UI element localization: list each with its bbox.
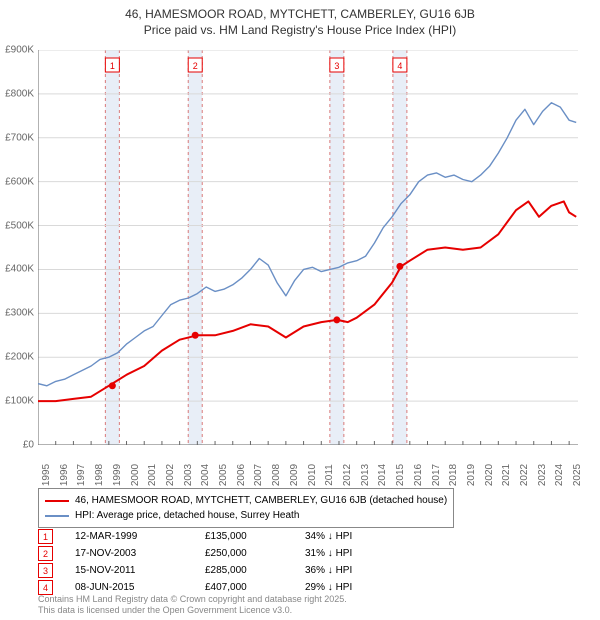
- x-tick-label: 2017: [431, 464, 442, 486]
- svg-text:1: 1: [110, 61, 115, 71]
- y-tick-label: £300K: [5, 308, 34, 319]
- sales-table-row: 3 15-NOV-2011£285,00036% ↓ HPI: [38, 562, 352, 579]
- sale-price: £250,000: [205, 548, 305, 559]
- x-tick-label: 1998: [94, 464, 105, 486]
- legend-label-2: HPI: Average price, detached house, Surr…: [75, 508, 299, 523]
- sale-price: £135,000: [205, 531, 305, 542]
- legend-swatch-1: [45, 500, 69, 502]
- sale-price: £407,000: [205, 582, 305, 593]
- x-tick-label: 2015: [395, 464, 406, 486]
- sale-marker-number: 3: [38, 563, 53, 578]
- x-tick-label: 2019: [466, 464, 477, 486]
- y-tick-label: £400K: [5, 264, 34, 275]
- legend-label-1: 46, HAMESMOOR ROAD, MYTCHETT, CAMBERLEY,…: [75, 493, 447, 508]
- x-tick-label: 2014: [377, 464, 388, 486]
- sales-table: 1 12-MAR-1999£135,00034% ↓ HPI 2 17-NOV-200…: [38, 528, 352, 596]
- svg-text:2: 2: [193, 61, 198, 71]
- x-tick-label: 1999: [112, 464, 123, 486]
- x-tick-label: 2000: [130, 464, 141, 486]
- sale-date: 08-JUN-2015: [75, 582, 205, 593]
- title-line-2: Price paid vs. HM Land Registry's House …: [0, 22, 600, 38]
- x-tick-label: 2018: [448, 464, 459, 486]
- y-tick-label: £800K: [5, 88, 34, 99]
- y-tick-label: £100K: [5, 396, 34, 407]
- x-tick-label: 2008: [271, 464, 282, 486]
- x-tick-label: 2023: [537, 464, 548, 486]
- x-tick-label: 2011: [324, 464, 335, 486]
- sales-table-row: 1 12-MAR-1999£135,00034% ↓ HPI: [38, 528, 352, 545]
- legend-box: 46, HAMESMOOR ROAD, MYTCHETT, CAMBERLEY,…: [38, 488, 454, 528]
- x-tick-label: 2007: [253, 464, 264, 486]
- x-tick-label: 2004: [200, 464, 211, 486]
- y-tick-label: £200K: [5, 352, 34, 363]
- legend-row-2: HPI: Average price, detached house, Surr…: [45, 508, 447, 523]
- chart-container: 46, HAMESMOOR ROAD, MYTCHETT, CAMBERLEY,…: [0, 0, 600, 620]
- y-tick-label: £700K: [5, 132, 34, 143]
- footer-line-1: Contains HM Land Registry data © Crown c…: [38, 594, 347, 606]
- x-tick-label: 1997: [76, 464, 87, 486]
- sale-marker-number: 1: [38, 529, 53, 544]
- x-tick-label: 2020: [484, 464, 495, 486]
- y-axis-labels: £0£100K£200K£300K£400K£500K£600K£700K£80…: [0, 50, 36, 445]
- y-tick-label: £0: [23, 440, 34, 451]
- svg-text:3: 3: [334, 61, 339, 71]
- x-tick-label: 1995: [41, 464, 52, 486]
- sale-date: 17-NOV-2003: [75, 548, 205, 559]
- chart-title: 46, HAMESMOOR ROAD, MYTCHETT, CAMBERLEY,…: [0, 0, 600, 38]
- y-tick-label: £600K: [5, 176, 34, 187]
- x-tick-label: 2012: [342, 464, 353, 486]
- chart-svg: 1 2 3 4: [38, 50, 578, 445]
- footer-line-2: This data is licensed under the Open Gov…: [38, 605, 347, 617]
- sale-hpi-diff: 29% ↓ HPI: [305, 582, 352, 593]
- x-tick-label: 2001: [147, 464, 158, 486]
- x-tick-label: 2021: [501, 464, 512, 486]
- x-tick-label: 2009: [289, 464, 300, 486]
- footer-attribution: Contains HM Land Registry data © Crown c…: [38, 594, 347, 617]
- svg-text:4: 4: [397, 61, 402, 71]
- x-tick-label: 2003: [183, 464, 194, 486]
- sale-date: 12-MAR-1999: [75, 531, 205, 542]
- sales-table-row: 2 17-NOV-2003£250,00031% ↓ HPI: [38, 545, 352, 562]
- y-tick-label: £900K: [5, 45, 34, 56]
- chart-plot-area: 1 2 3 4: [38, 50, 578, 445]
- x-tick-label: 2025: [572, 464, 583, 486]
- legend-row-1: 46, HAMESMOOR ROAD, MYTCHETT, CAMBERLEY,…: [45, 493, 447, 508]
- x-tick-label: 2024: [554, 464, 565, 486]
- x-tick-label: 2022: [519, 464, 530, 486]
- legend-swatch-2: [45, 515, 69, 517]
- title-line-1: 46, HAMESMOOR ROAD, MYTCHETT, CAMBERLEY,…: [0, 6, 600, 22]
- x-tick-label: 2002: [165, 464, 176, 486]
- x-tick-label: 2010: [307, 464, 318, 486]
- sale-hpi-diff: 34% ↓ HPI: [305, 531, 352, 542]
- y-tick-label: £500K: [5, 220, 34, 231]
- x-tick-label: 2013: [360, 464, 371, 486]
- x-tick-label: 1996: [59, 464, 70, 486]
- sale-price: £285,000: [205, 565, 305, 576]
- sale-marker-number: 2: [38, 546, 53, 561]
- x-tick-label: 2016: [413, 464, 424, 486]
- sale-hpi-diff: 36% ↓ HPI: [305, 565, 352, 576]
- sale-hpi-diff: 31% ↓ HPI: [305, 548, 352, 559]
- x-tick-label: 2006: [236, 464, 247, 486]
- sale-date: 15-NOV-2011: [75, 565, 205, 576]
- x-tick-label: 2005: [218, 464, 229, 486]
- x-axis-labels: 1995 1996 1997 1998 1999 2000 2001 2002 2003 2004…: [38, 447, 578, 487]
